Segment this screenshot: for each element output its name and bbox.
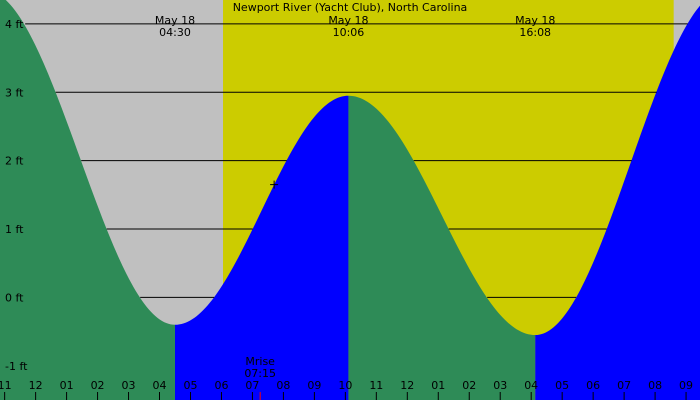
y-tick-label: 0 ft [5,291,24,304]
x-axis-labels: 11 12 01 02 03 04 05 06 07 08 09 10 11 12 01 02 03 04 05 06… [0,379,693,400]
x-tick-label: 12 [400,379,414,392]
x-tick-label: 12 [29,379,43,392]
x-tick-label: 09 [679,379,693,392]
x-tick-label: 01 [431,379,445,392]
height-gridlines [25,23,688,298]
chart-title: Newport River (Yacht Club), North Caroli… [233,1,468,14]
x-tick-label: 05 [555,379,569,392]
y-tick-label: -1 ft [5,360,28,373]
extreme-time-label: 04:30 [159,26,191,39]
y-tick-label: 3 ft [5,86,24,99]
x-tick-label: 11 [369,379,383,392]
x-tick-label: 08 [276,379,290,392]
x-tick-label: 08 [648,379,662,392]
x-tick-label: 03 [122,379,136,392]
extreme-time-label: 10:06 [333,26,365,39]
x-tick-label: 02 [462,379,476,392]
y-tick-label: 2 ft [5,155,24,168]
x-tick-label: 10 [338,379,352,392]
x-tick-label: 11 [0,379,12,392]
x-tick-label: 01 [60,379,74,392]
moonrise-time: 07:15 [244,367,276,380]
x-tick-label: 06 [586,379,600,392]
extreme-date-label: May 18 [155,14,195,27]
x-tick-label: 02 [91,379,105,392]
x-tick-label: 06 [214,379,228,392]
current-marker [270,180,279,189]
x-tick-label: 03 [493,379,507,392]
falling-tide-area [0,0,175,400]
x-tick-label: 09 [307,379,321,392]
x-tick-label: 04 [524,379,538,392]
extreme-date-label: May 18 [515,14,555,27]
extreme-date-label: May 18 [328,14,368,27]
x-tick-label: 05 [183,379,197,392]
y-tick-label: 1 ft [5,223,24,236]
y-tick-label: 4 ft [5,18,24,31]
y-axis-labels: -1 ft 0 ft 1 ft 2 ft 3 ft 4 ft [5,18,28,373]
x-tick-label: 07 [245,379,259,392]
extreme-time-label: 16:08 [519,26,551,39]
moonrise-label: Mrise [245,355,275,368]
x-tick-label: 04 [153,379,167,392]
rising-tide-area [175,95,349,400]
rising-tide-area [535,5,700,400]
x-tick-label: 07 [617,379,631,392]
falling-tide-area [348,95,536,400]
